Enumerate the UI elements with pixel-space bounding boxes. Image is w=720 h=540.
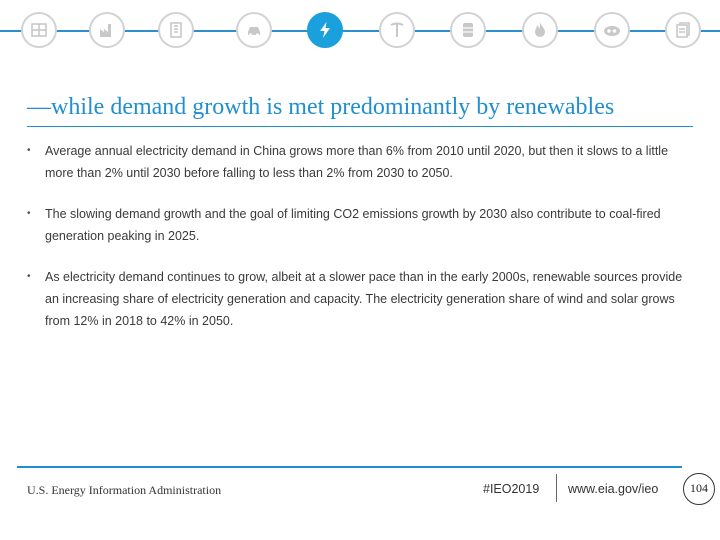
industry-icon[interactable]: [89, 12, 125, 48]
buildings-icon[interactable]: [158, 12, 194, 48]
page-number: 104: [683, 473, 715, 505]
icon-bar-rule: [0, 30, 720, 32]
documents-icon[interactable]: [665, 12, 701, 48]
bullet-marker: •: [27, 271, 31, 282]
oil-barrel-icon[interactable]: [450, 12, 486, 48]
website-link[interactable]: www.eia.gov/ieo: [568, 482, 659, 496]
co2-emissions-icon[interactable]: [594, 12, 630, 48]
slide-title: —while demand growth is met predominantl…: [27, 94, 615, 120]
footer-rule: [17, 466, 682, 468]
bullet-item: • The slowing demand growth and the goal…: [27, 203, 697, 247]
bullet-text: As electricity demand continues to grow,…: [45, 270, 683, 328]
bullet-item: • As electricity demand continues to gro…: [27, 266, 697, 332]
bullet-text: Average annual electricity demand in Chi…: [45, 144, 669, 180]
bullet-marker: •: [27, 145, 31, 156]
natural-gas-flame-icon[interactable]: [522, 12, 558, 48]
sector-icon-bar: [0, 0, 720, 60]
bullet-list: • Average annual electricity demand in C…: [27, 140, 697, 351]
housing-icon[interactable]: [21, 12, 57, 48]
transportation-icon[interactable]: [236, 12, 272, 48]
bullet-marker: •: [27, 208, 31, 219]
agency-name: U.S. Energy Information Administration: [27, 483, 222, 497]
footer-divider: [556, 474, 557, 502]
bullet-text: The slowing demand growth and the goal o…: [45, 207, 661, 243]
hashtag: #IEO2019: [483, 482, 540, 496]
bullet-item: • Average annual electricity demand in C…: [27, 140, 697, 184]
electricity-icon[interactable]: [307, 12, 343, 48]
title-underline: [27, 126, 693, 127]
coal-mining-icon[interactable]: [379, 12, 415, 48]
